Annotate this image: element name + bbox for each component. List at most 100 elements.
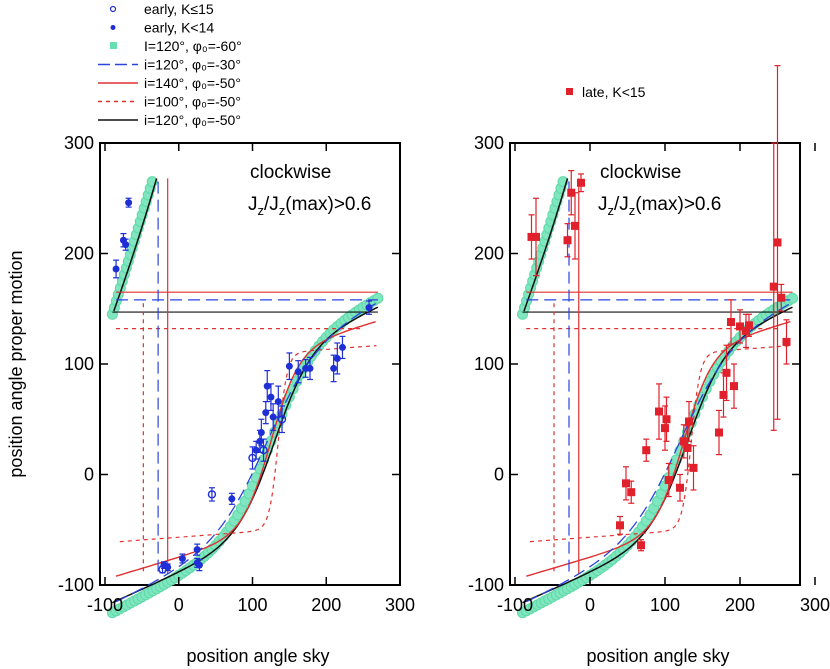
right-annotation-line2: Jz/Jz(max)>0.6	[598, 194, 721, 218]
right-data-point	[577, 178, 585, 187]
right-x-tick-label: 200	[725, 595, 755, 615]
right-data-point	[722, 368, 731, 377]
left-y-tick-label: 200	[64, 244, 94, 264]
left-panel: -100 0 100 200 300 -100 0 100 200 300 clockwise J…	[6, 133, 415, 666]
right-y-tick-label: 200	[474, 244, 504, 264]
left-y-tick-label: 100	[64, 354, 94, 374]
left-model-band-marker	[372, 292, 384, 304]
left-data-point	[333, 354, 341, 362]
left-data-point	[122, 241, 130, 249]
left-axis-ticks: -100 0 100 200 300 -100 0 100 200 300	[58, 133, 415, 615]
left-data-points	[112, 197, 373, 574]
right-legend-label: late, K<15	[582, 84, 646, 100]
right-data-point	[773, 238, 782, 247]
right-panel: -100 0 100 200 300 -100 0 100 200 300 clockwise J…	[468, 65, 830, 666]
right-model-curve-black	[522, 306, 793, 604]
left-data-point	[338, 343, 346, 351]
left-annotation-line2: Jz/Jz(max)>0.6	[248, 194, 371, 218]
left-data-point	[158, 565, 167, 574]
right-data-point	[676, 483, 684, 492]
left-data-point	[274, 398, 282, 406]
left-model-curve-red-dashed	[119, 345, 377, 543]
right-annotation-line1: clockwise	[600, 162, 681, 183]
right-data-point	[616, 521, 624, 530]
y-axis-label: position angle proper motion	[6, 250, 26, 477]
right-data-point	[715, 428, 723, 437]
right-model-curve-red	[526, 321, 791, 577]
right-data-point	[655, 407, 663, 416]
left-legend-swatch	[109, 5, 117, 13]
right-y-tick-label: -100	[468, 575, 504, 595]
right-legend: late, K<15	[566, 84, 646, 100]
left-data-point	[306, 364, 314, 372]
right-x-tick-label: 100	[650, 595, 680, 615]
right-data-point	[571, 221, 579, 230]
right-data-point	[689, 463, 698, 472]
right-data-point	[662, 415, 671, 424]
right-model-band-marker	[787, 292, 798, 304]
right-model-curve-blue-dashed	[526, 303, 791, 603]
right-data-point	[622, 479, 630, 488]
right-x-tick-label: 0	[585, 595, 595, 615]
left-legend-label: i=120°, φ₀=-50°	[144, 112, 241, 128]
right-legend-swatch	[566, 88, 573, 95]
left-model-curve-blue-dashed	[115, 303, 377, 603]
left-y-tick-label: -100	[58, 575, 94, 595]
left-x-tick-label: 300	[385, 595, 415, 615]
right-y-tick-label: 0	[494, 465, 504, 485]
right-data-point	[642, 446, 651, 455]
right-data-point	[532, 232, 540, 241]
right-x-tick-label: 300	[800, 595, 830, 615]
left-annotation-line1: clockwise	[250, 162, 331, 183]
left-x-tick-label: 100	[237, 595, 267, 615]
left-x-tick-label: 200	[311, 595, 341, 615]
right-data-point	[727, 318, 735, 327]
left-legend-label: early, K≤15	[144, 1, 214, 17]
right-y-tick-label: 300	[474, 133, 504, 153]
left-x-tick-label: -100	[87, 595, 123, 615]
left-legend-label: i=120°, φ₀=-30°	[144, 57, 241, 73]
left-data-point	[193, 546, 201, 554]
right-data-point	[563, 236, 572, 245]
left-data-point	[259, 445, 268, 455]
right-data-point	[527, 232, 536, 241]
left-data-point	[228, 495, 236, 503]
right-data-point	[685, 417, 693, 426]
left-data-point	[269, 413, 277, 421]
left-x-tick-label: 0	[174, 595, 184, 615]
left-data-point	[365, 304, 373, 312]
right-y-tick-label: 100	[474, 354, 504, 374]
left-data-point	[125, 199, 133, 207]
left-data-point	[207, 490, 217, 499]
left-data-point	[267, 393, 275, 401]
right-data-point	[627, 488, 636, 497]
right-data-point	[782, 337, 791, 346]
left-y-tick-label: 0	[84, 465, 94, 485]
right-data-point	[567, 188, 576, 197]
right-model-curves	[517, 176, 798, 619]
right-data-point	[683, 443, 692, 452]
left-model-curves	[106, 176, 384, 619]
left-data-point	[248, 453, 257, 463]
left-legend: early, K≤15 early, K<14 I=120°, φ₀=-60° i=1…	[98, 1, 242, 128]
left-legend-label: i=100°, φ₀=-50°	[144, 94, 241, 110]
left-legend-swatch	[110, 25, 116, 30]
left-model-curve-red	[115, 321, 376, 577]
right-x-tick-label: -100	[497, 595, 533, 615]
right-data-point	[637, 541, 645, 550]
left-y-tick-label: 300	[64, 133, 94, 153]
right-data-point	[719, 390, 728, 399]
left-legend-label: i=140°, φ₀=-50°	[144, 75, 241, 91]
left-data-point	[277, 415, 287, 424]
right-model-curve-red-dashed	[529, 345, 792, 543]
right-data-point	[769, 282, 778, 291]
left-data-point	[178, 554, 186, 562]
left-data-point	[285, 362, 293, 370]
right-axis-ticks: -100 0 100 200 300 -100 0 100 200 300	[468, 133, 830, 615]
right-data-point	[745, 321, 753, 330]
left-model-curve-black-upper	[113, 178, 158, 312]
left-legend-swatch	[110, 42, 117, 49]
right-data-points	[527, 65, 791, 552]
right-data-point	[736, 322, 744, 331]
